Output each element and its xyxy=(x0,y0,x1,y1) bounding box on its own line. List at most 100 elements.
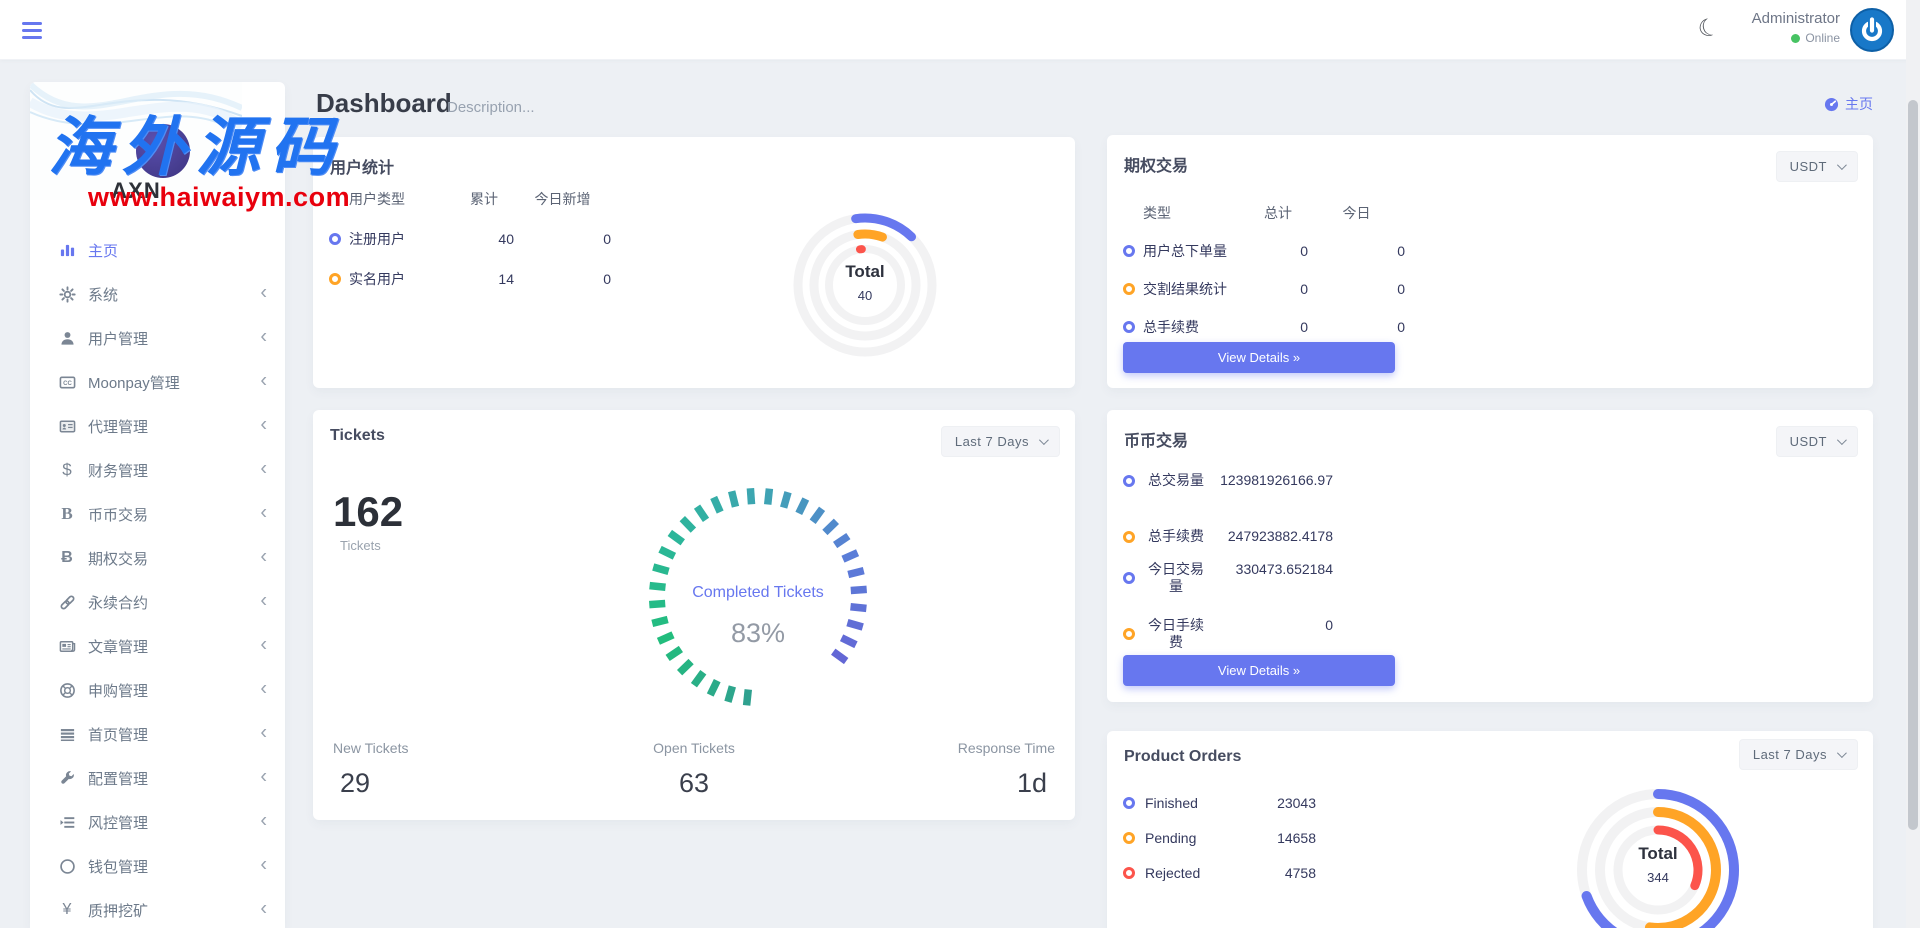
sidebar-item-9[interactable]: 文章管理 ‹ xyxy=(30,624,285,668)
page-header: Dashboard Description... 主页 xyxy=(313,82,1873,137)
product-orders-range-select[interactable]: Last 7 Days xyxy=(1738,739,1858,770)
sidebar-item-3[interactable]: CC Moonpay管理 ‹ xyxy=(30,360,285,404)
sidebar-item-10[interactable]: 申购管理 ‹ xyxy=(30,668,285,712)
user-stats-total-value: 40 xyxy=(857,288,873,303)
sidebar-item-label: 财务管理 xyxy=(88,462,149,480)
product-orders-total-value: 344 xyxy=(1647,870,1669,885)
online-status: Online xyxy=(1752,31,1840,45)
sidebar-item-label: 钱包管理 xyxy=(88,858,149,876)
sidebar-item-label: 主页 xyxy=(88,242,119,260)
product-order-row: Pending 14658 xyxy=(1123,830,1316,846)
id-card-icon xyxy=(57,416,77,436)
row-value: 23043 xyxy=(1277,795,1316,811)
indent-icon xyxy=(57,812,77,832)
sidebar-item-label: 风控管理 xyxy=(88,814,149,832)
user-stats-total-label: Total xyxy=(845,262,885,281)
sidebar-item-13[interactable]: 风控管理 ‹ xyxy=(30,800,285,844)
sidebar-item-label: 代理管理 xyxy=(88,418,149,436)
life-ring-icon xyxy=(57,680,77,700)
table-row: 交割结果统计 0 0 xyxy=(1123,279,1405,299)
tickets-range-value: Last 7 Days xyxy=(954,434,1029,449)
row-value: 330473.652184 xyxy=(1235,561,1333,577)
options-trade-table: 类型 总计 今日 用户总下单量 0 0 交割结果统计 0 0 总手续费 0 0 xyxy=(1123,203,1405,337)
chart-bar-icon xyxy=(57,240,77,260)
bitcoin-icon: Ƀ xyxy=(61,549,73,566)
row-label: 今日手续费 xyxy=(1148,617,1204,650)
user-menu[interactable]: Administrator Online xyxy=(1752,10,1840,45)
options-view-details-button[interactable]: View Details » xyxy=(1123,342,1395,373)
main-content: Dashboard Description... 主页 用户统计 用户类型 累计今… xyxy=(313,82,1873,928)
options-trade-card: 期权交易 USDT 类型 总计 今日 用户总下单量 0 0 交割结果统计 0 0 总手续费 0 0 V… xyxy=(1107,135,1873,388)
user-stats-title: 用户统计 xyxy=(330,160,395,177)
table-header: 类型 总计 今日 xyxy=(1143,205,1371,221)
product-orders-title: Product Orders xyxy=(1124,748,1242,765)
sidebar-item-label: 系统 xyxy=(88,286,119,304)
sidebar-item-5[interactable]: $ 财务管理 ‹ xyxy=(30,448,285,492)
sidebar-item-8[interactable]: 永续合约 ‹ xyxy=(30,580,285,624)
sidebar-item-0[interactable]: 主页 xyxy=(30,228,285,272)
chevron-left-icon: ‹ xyxy=(260,677,267,700)
logo-circle-graphic xyxy=(136,124,190,178)
row-label: 总手续费 xyxy=(1143,319,1199,335)
scrollbar-thumb[interactable] xyxy=(1908,100,1918,830)
sidebar-item-6[interactable]: B 币币交易 ‹ xyxy=(30,492,285,536)
spot-trade-card: 币币交易 USDT 总交易量 123981926166.97 总手续费 2479238… xyxy=(1107,410,1873,702)
options-currency-select[interactable]: USDT xyxy=(1775,151,1858,182)
user-stats-chart-center: Total 40 xyxy=(780,262,950,303)
chevron-down-icon xyxy=(1038,435,1049,446)
chevron-left-icon: ‹ xyxy=(260,633,267,656)
avatar[interactable] xyxy=(1850,8,1894,52)
table-header: 用户类型 累计 今日新增 xyxy=(349,191,591,207)
chevron-left-icon: ‹ xyxy=(260,369,267,392)
row-value: 14658 xyxy=(1277,830,1316,846)
ticket-stat-value: 63 xyxy=(678,768,710,798)
sidebar-item-11[interactable]: 首页管理 ‹ xyxy=(30,712,285,756)
ticket-stat-value: 1d xyxy=(1016,768,1047,798)
chevron-left-icon: ‹ xyxy=(260,897,267,920)
row-value: 0 xyxy=(1325,617,1333,633)
brand-logo[interactable]: AXN xyxy=(30,82,242,200)
page-description: Description... xyxy=(447,99,535,116)
row-value: 4758 xyxy=(1284,865,1316,881)
tickets-count: 162 xyxy=(333,488,404,535)
sidebar-item-label: 币币交易 xyxy=(88,506,149,524)
sidebar-toggle-button[interactable] xyxy=(22,13,56,47)
row-today-value: 0 xyxy=(1397,281,1405,297)
sidebar-item-12[interactable]: 配置管理 ‹ xyxy=(30,756,285,800)
sidebar-item-15[interactable]: ¥ 质押挖矿 ‹ xyxy=(30,888,285,928)
sidebar-item-14[interactable]: 钱包管理 ‹ xyxy=(30,844,285,888)
row-value: 123981926166.97 xyxy=(1220,472,1333,488)
spot-view-details-button[interactable]: View Details » xyxy=(1123,655,1395,686)
gear-icon xyxy=(57,284,77,304)
breadcrumb[interactable]: 主页 xyxy=(1824,94,1873,114)
sidebar-item-1[interactable]: 系统 ‹ xyxy=(30,272,285,316)
tickets-range-select[interactable]: Last 7 Days xyxy=(940,426,1060,457)
user-stats-card: 用户统计 用户类型 累计 今日新增 注册用户 40 0 实名用户 14 0 Total 40 xyxy=(313,137,1075,388)
list-icon xyxy=(57,724,77,744)
series-marker-icon xyxy=(1123,572,1135,584)
sidebar-item-7[interactable]: Ƀ 期权交易 ‹ xyxy=(30,536,285,580)
table-row: 实名用户 14 0 xyxy=(329,269,611,289)
sidebar-item-label: 配置管理 xyxy=(88,770,149,788)
series-marker-icon xyxy=(329,273,341,285)
row-label: 总交易量 xyxy=(1148,472,1204,488)
dark-mode-toggle-icon[interactable]: ☾ xyxy=(1694,12,1724,45)
series-marker-icon xyxy=(1123,832,1135,844)
row-label: 今日交易量 xyxy=(1148,561,1204,594)
chevron-down-icon xyxy=(1836,435,1847,446)
sidebar-item-2[interactable]: 用户管理 ‹ xyxy=(30,316,285,360)
tickets-title: Tickets xyxy=(330,427,385,444)
sidebar-item-label: 用户管理 xyxy=(88,330,149,348)
online-label: Online xyxy=(1805,31,1840,45)
row-label: 用户总下单量 xyxy=(1143,243,1227,259)
breadcrumb-label: 主页 xyxy=(1845,96,1873,112)
series-marker-icon xyxy=(1123,283,1135,295)
sidebar-item-4[interactable]: 代理管理 ‹ xyxy=(30,404,285,448)
chevron-left-icon: ‹ xyxy=(260,281,267,304)
spot-trade-row: 总交易量 123981926166.97 xyxy=(1123,472,1333,489)
circle-icon xyxy=(57,856,77,876)
chevron-left-icon: ‹ xyxy=(260,809,267,832)
spot-currency-select[interactable]: USDT xyxy=(1775,426,1858,457)
chevron-left-icon: ‹ xyxy=(260,413,267,436)
sidebar-item-label: 期权交易 xyxy=(88,550,149,568)
